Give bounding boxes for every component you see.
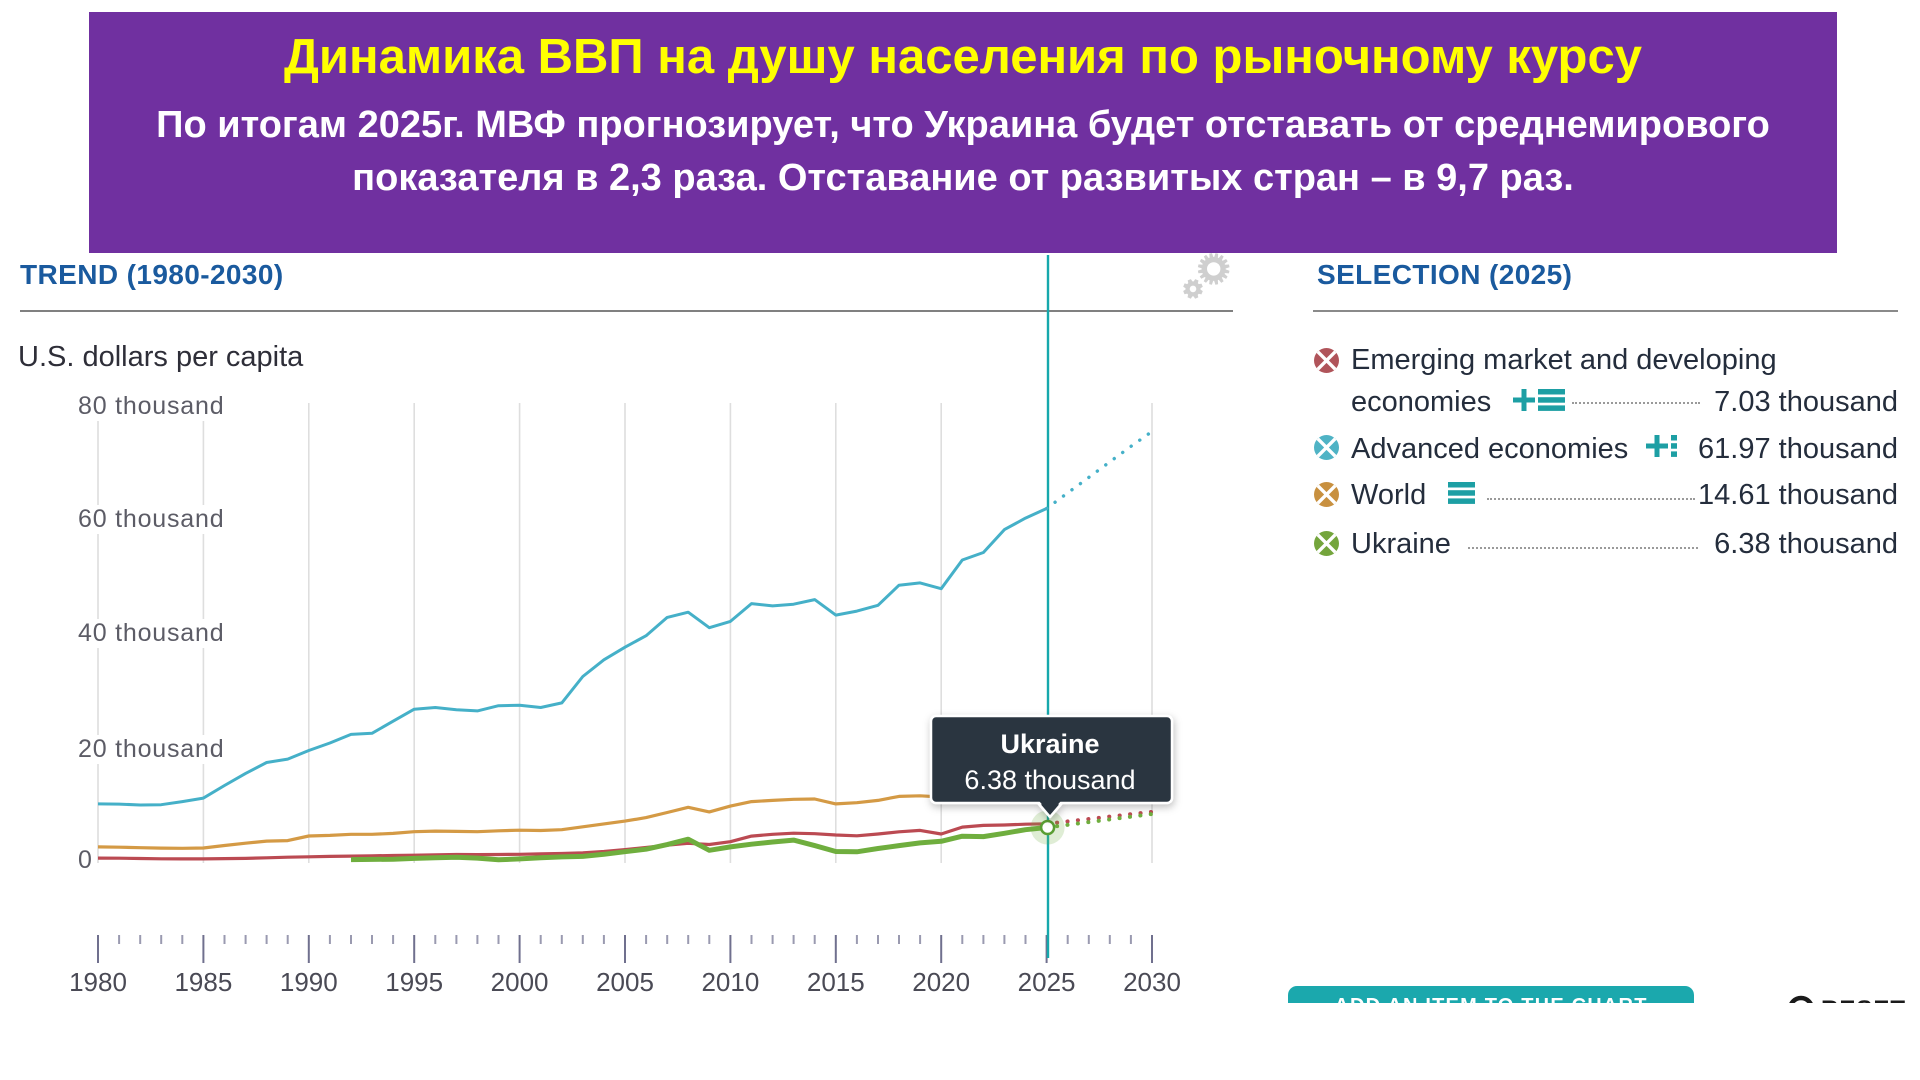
svg-text:6.38 thousand: 6.38 thousand (964, 765, 1135, 795)
svg-text:Ukraine: Ukraine (1000, 729, 1099, 759)
svg-text:RESET: RESET (1821, 996, 1906, 1003)
